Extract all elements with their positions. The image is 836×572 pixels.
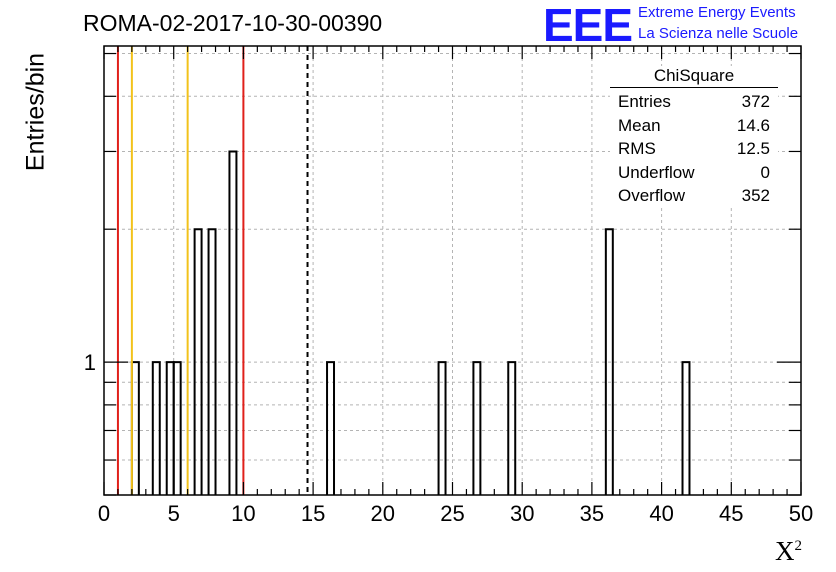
eee-logo-mark: EEE <box>543 0 633 51</box>
x-axis-label: X2 <box>775 536 802 567</box>
x-axis-label-sup: 2 <box>794 538 803 554</box>
x-tick-label: 35 <box>580 501 604 526</box>
histogram-bin <box>472 361 482 495</box>
stats-label: Overflow <box>618 186 686 205</box>
histogram-bin <box>681 361 691 495</box>
x-tick-label: 40 <box>649 501 673 526</box>
x-tick-label: 50 <box>789 501 813 526</box>
x-axis-label-base: X <box>775 536 795 566</box>
stats-row-underflow: Underflow 0 <box>610 161 778 185</box>
stats-value: 0 <box>760 162 770 182</box>
x-tick-label: 10 <box>231 501 255 526</box>
stats-row-overflow: Overflow 352 <box>610 184 778 208</box>
x-tick-label: 20 <box>371 501 395 526</box>
reference-lines <box>116 46 309 495</box>
stats-box: ChiSquare Entries 372 Mean 14.6 RMS 12.5 Un… <box>610 66 778 208</box>
logo-line-1: Extreme Energy Events <box>638 4 796 21</box>
y-tick-label: 1 <box>84 350 96 375</box>
stats-value: 372 <box>741 92 770 111</box>
x-tick-label: 0 <box>98 501 110 526</box>
stats-value: 352 <box>741 186 770 205</box>
histogram-bin <box>193 228 203 495</box>
histogram-bin <box>437 361 447 495</box>
histogram-bin <box>151 361 161 495</box>
histogram-bin <box>604 228 614 495</box>
stats-value: 12.5 <box>736 139 770 158</box>
histogram-bin <box>207 228 217 495</box>
histogram-bars <box>130 150 691 495</box>
stats-title: ChiSquare <box>610 66 778 88</box>
histogram-bin <box>228 150 238 495</box>
stats-label: Underflow <box>618 162 695 182</box>
x-tick-label: 5 <box>168 501 180 526</box>
axes: 0 5 10 15 20 25 30 35 40 45 50 1 <box>84 45 813 526</box>
x-tick-label: 15 <box>301 501 325 526</box>
stats-label: Entries <box>618 92 671 111</box>
stats-label: RMS <box>618 139 656 158</box>
histogram-bin <box>326 361 336 495</box>
stats-row-entries: Entries 372 <box>610 90 778 114</box>
histogram-bin <box>507 361 517 495</box>
stats-value: 14.6 <box>736 115 770 135</box>
x-tick-label: 45 <box>719 501 743 526</box>
stats-row-rms: RMS 12.5 <box>610 137 778 161</box>
x-tick-label: 25 <box>440 501 464 526</box>
stats-row-mean: Mean 14.6 <box>610 114 778 138</box>
logo-line-2: La Scienza nelle Scuole <box>638 25 799 42</box>
plot-title: ROMA-02-2017-10-30-00390 <box>83 10 383 36</box>
x-tick-label: 30 <box>510 501 534 526</box>
stats-label: Mean <box>618 115 661 135</box>
eee-logo: EEE Extreme Energy Events La Scienza nel… <box>543 0 835 51</box>
histogram-bin <box>172 361 182 495</box>
